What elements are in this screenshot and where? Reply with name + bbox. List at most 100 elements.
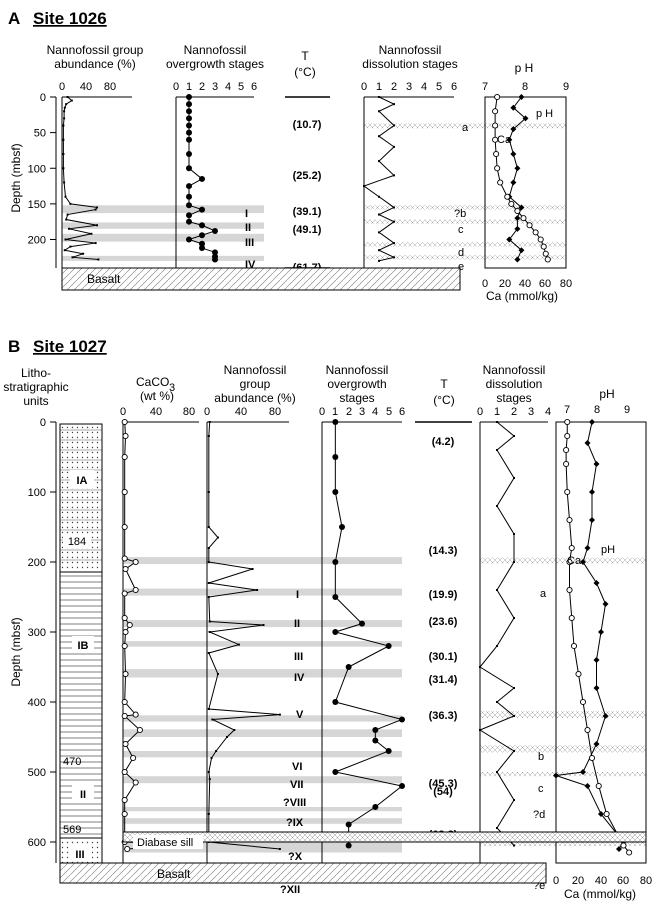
- ca-point: [540, 243, 547, 250]
- zone-label: VII: [290, 779, 303, 791]
- data-point: [393, 256, 395, 259]
- ph-point: [510, 179, 517, 186]
- dissolution-ticks-b: 0 1 2 3 4: [477, 406, 551, 418]
- ph-point: [593, 580, 600, 586]
- data-point: [207, 582, 210, 584]
- data-point: [207, 435, 210, 437]
- svg-text:40: 40: [519, 278, 531, 290]
- svg-text:80: 80: [560, 278, 572, 290]
- ca-point: [121, 418, 128, 426]
- site-title-1027: Site 1027: [33, 337, 107, 356]
- data-point: [207, 652, 210, 654]
- temp-label: (54): [433, 786, 453, 798]
- header-dissolution-a-1: Nannofossil: [379, 43, 442, 57]
- overgrowth-point: [186, 108, 192, 115]
- basalt-label-a: Basalt: [87, 272, 121, 286]
- ca-point: [566, 516, 573, 524]
- svg-text:1: 1: [494, 406, 500, 418]
- temp-label: (30.1): [429, 651, 458, 663]
- depth-ticks-b: 0 100 200 300 400 500 600: [28, 417, 57, 863]
- dissolution-band: [364, 123, 566, 129]
- zone-label: II: [294, 618, 300, 630]
- zone-band: [62, 205, 264, 214]
- data-point: [62, 153, 65, 155]
- overgrowth-point: [199, 175, 205, 182]
- data-point: [69, 245, 72, 248]
- ca-point: [563, 460, 570, 468]
- ph-point: [510, 104, 517, 111]
- ca-point: [526, 222, 533, 229]
- svg-text:0: 0: [173, 81, 179, 93]
- svg-text:6: 6: [451, 81, 457, 93]
- data-point: [513, 844, 515, 847]
- temp-label: (4.2): [432, 436, 455, 448]
- dissolution-level-labels-b: a b c ?d ?e: [533, 588, 547, 892]
- ph-point: [602, 713, 609, 719]
- zone-band: [123, 776, 402, 784]
- temp-label: (19.9): [429, 589, 458, 601]
- data-point: [69, 202, 72, 205]
- data-point: [96, 224, 98, 227]
- temp-label: (39.1): [293, 206, 322, 218]
- ca-point: [121, 614, 128, 622]
- zone-band: [62, 233, 264, 242]
- ca-point: [563, 446, 570, 454]
- ca-point: [126, 621, 133, 629]
- header-caco3-unit: (wt %): [140, 389, 174, 403]
- data-point: [237, 643, 240, 646]
- overgrowth-point: [186, 122, 192, 129]
- ph-point: [514, 165, 521, 172]
- ca-point: [132, 558, 139, 566]
- header-ph-a: p H: [515, 61, 534, 75]
- header-dissolution-b-2: dissolution: [486, 377, 543, 391]
- ca-point: [122, 670, 129, 678]
- svg-text:0: 0: [361, 81, 367, 93]
- zone-label: II: [245, 222, 251, 234]
- ca-point: [497, 179, 504, 186]
- data-point: [63, 110, 66, 113]
- data-point: [496, 505, 498, 507]
- dissolution-level: b: [538, 751, 544, 763]
- overgrowth-point: [212, 227, 218, 234]
- overgrowth-point: [199, 245, 205, 252]
- data-point: [62, 124, 65, 127]
- data-point: [256, 589, 259, 591]
- svg-text:9: 9: [624, 404, 630, 416]
- data-point: [363, 185, 365, 188]
- litho-unit-label: III: [75, 849, 84, 861]
- ca-point: [130, 754, 137, 762]
- depth-ticks-a: 0 50 100 150 200: [28, 92, 57, 268]
- data-point: [207, 813, 210, 815]
- depth-axis-label-b: Depth (mbsf): [9, 617, 23, 686]
- zone-bands-b: [123, 557, 402, 853]
- overgrowth-point: [212, 249, 218, 256]
- ca-point: [122, 565, 129, 573]
- data-point: [207, 771, 210, 773]
- svg-text:0: 0: [319, 406, 325, 418]
- overgrowth-point: [332, 769, 339, 775]
- lithostratigraphic-column: IA IB II III 184 470 569: [59, 423, 103, 864]
- data-point: [378, 259, 380, 262]
- zone-label: III: [245, 237, 254, 249]
- ca-point: [544, 256, 551, 263]
- litho-unit-label: IB: [78, 640, 89, 652]
- ca-point: [492, 136, 499, 143]
- series-line: [362, 96, 396, 262]
- overgrowth-point: [199, 232, 205, 239]
- ph-point: [506, 236, 513, 243]
- svg-text:5: 5: [436, 81, 442, 93]
- data-point: [64, 238, 67, 241]
- dissolution-band: [364, 205, 566, 210]
- svg-text:0: 0: [553, 875, 559, 887]
- data-point: [378, 96, 380, 98]
- header-overgrowth-a-2: overgrowth stages: [166, 57, 264, 71]
- overgrowth-point: [186, 236, 192, 243]
- overgrowth-point: [199, 222, 205, 229]
- depth-tick-label: 150: [28, 199, 46, 211]
- header-ph-b: pH: [599, 387, 614, 401]
- data-point: [378, 213, 380, 216]
- data-point: [393, 174, 395, 177]
- data-point: [393, 124, 395, 127]
- dissolution-band: [480, 745, 646, 753]
